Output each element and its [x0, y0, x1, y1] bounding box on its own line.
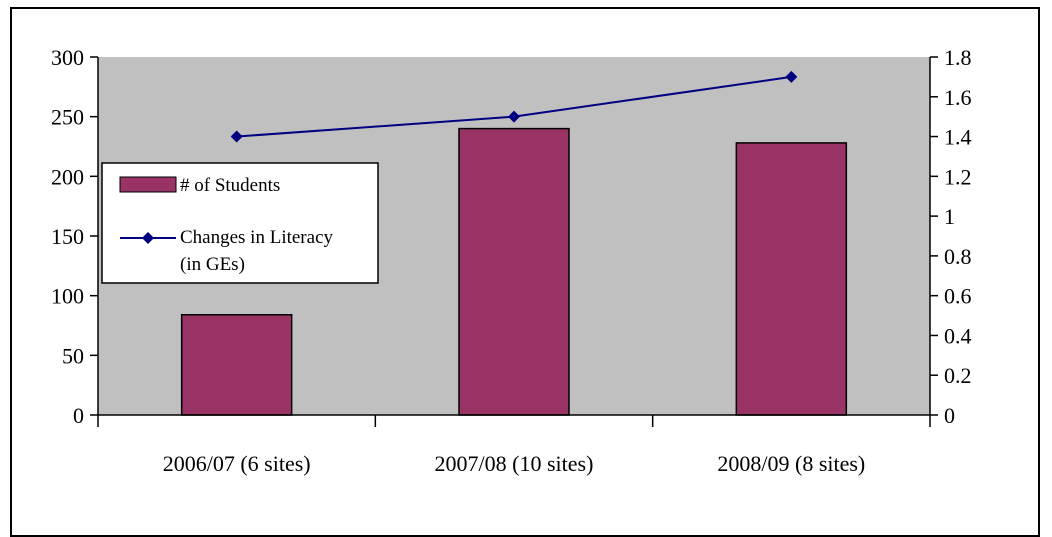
legend-bar-swatch — [119, 176, 177, 193]
legend-diamond-marker — [142, 232, 154, 244]
combo-chart: 0 50 100 150 200 250 300 0 0.2 0.4 0.6 0.8 1 1.2 1.4 1.… — [51, 45, 972, 476]
category-label: 2007/08 (10 sites) — [435, 451, 594, 476]
right-tick-label: 1.4 — [944, 125, 972, 150]
left-tick-label: 0 — [73, 403, 84, 428]
legend: # of Students Changes in Literacy (in GE… — [101, 162, 379, 284]
left-tick-label: 250 — [51, 105, 84, 130]
bar-students-2 — [458, 127, 570, 416]
legend-label-literacy-line1: Changes in Literacy — [180, 227, 334, 248]
literacy-point-2 — [508, 110, 520, 123]
bar-students-3 — [735, 142, 848, 416]
right-tick-label: 0.8 — [944, 244, 972, 269]
left-tick-label: 200 — [51, 164, 84, 189]
literacy-point-1 — [230, 130, 243, 143]
left-tick-label: 50 — [62, 343, 84, 368]
legend-label-literacy-line2: (in GEs) — [180, 254, 245, 275]
right-tick-label: 1 — [944, 204, 955, 229]
category-label: 2006/07 (6 sites) — [163, 451, 311, 476]
right-tick-label: 0 — [944, 403, 955, 428]
literacy-point-3 — [785, 70, 798, 83]
left-tick-label: 150 — [51, 224, 84, 249]
right-tick-label: 0.6 — [944, 284, 972, 309]
right-tick-label: 1.8 — [944, 45, 972, 70]
bar-students-1 — [180, 314, 293, 416]
right-tick-label: 0.4 — [944, 323, 972, 348]
right-tick-label: 0.2 — [944, 363, 972, 388]
chart-frame: 0 50 100 150 200 250 300 0 0.2 0.4 0.6 0.8 1 1.2 1.4 1.… — [10, 7, 1040, 537]
right-tick-label: 1.6 — [944, 85, 972, 110]
left-tick-label: 100 — [51, 284, 84, 309]
left-tick-label: 300 — [51, 45, 84, 70]
category-label: 2008/09 (8 sites) — [717, 451, 865, 476]
right-tick-label: 1.2 — [944, 164, 972, 189]
legend-label-students: # of Students — [180, 175, 280, 196]
